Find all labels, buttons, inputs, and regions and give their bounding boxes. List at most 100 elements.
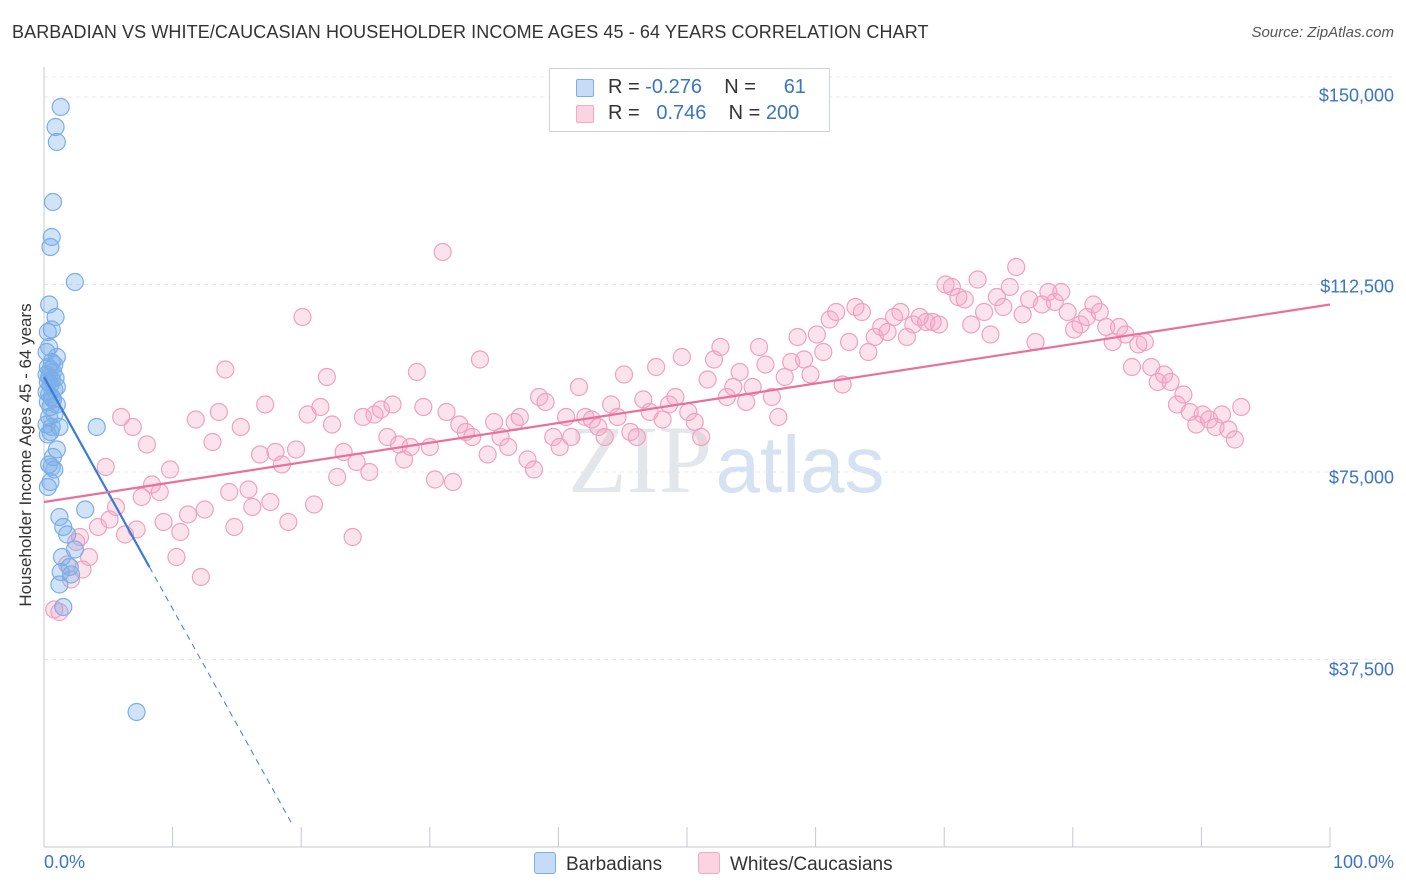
whites-caucasians-point [154,512,173,532]
n-label: N = [728,102,766,124]
legend-label-barbadians: Barbadians [566,854,663,875]
barbadians-point [65,272,84,292]
whites-caucasians-point [518,450,537,469]
whites-caucasians-trend-line [43,303,1331,504]
whites-caucasians-point [891,302,910,322]
whites-caucasians-point [195,500,214,519]
whites-caucasians-point [1232,397,1251,417]
whites-caucasians-point [1122,357,1142,377]
whites-caucasians-point [293,307,312,327]
watermark-zip: ZIP [568,406,712,513]
barbadians-point [58,525,77,544]
whites-caucasians-point [859,342,878,362]
whites-caucasians-point [1148,372,1167,392]
n-label: N = [724,76,762,98]
whites-caucasians-point [1174,385,1193,404]
whites-caucasians-point [569,377,589,397]
whites-caucasians-point [279,512,298,532]
whites-caucasians-point [328,467,347,487]
whites-caucasians-point [353,407,373,427]
whites-caucasians-point [524,460,544,479]
whites-caucasians-point [595,427,614,447]
whites-caucasians-point [614,365,634,384]
whites-caucasians-point [968,270,987,289]
whites-caucasians-point [807,325,826,344]
whites-caucasians-point [544,427,563,447]
y-tick-label-37500: $37,500 [1328,659,1394,680]
whites-caucasians-point [589,417,608,437]
n-value-blue: 61 [783,76,806,98]
barbadians-point [38,322,57,342]
whites-caucasians-point [929,315,949,334]
series-legend: Barbadians Whites/Caucasians [0,852,1406,878]
whites-caucasians-point [769,407,788,427]
whites-caucasians-point [414,397,433,417]
whites-caucasians-point [1007,257,1026,277]
barbadians-point [38,477,57,497]
barbadians-point [47,132,66,152]
legend-swatch-whites-caucasians [698,852,720,874]
whites-caucasians-point [627,427,646,447]
correlation-legend: R = -0.276 N = 61 R = 0.746 N = 200 [549,68,830,132]
y-axis-label: Householder Income Ages 45 - 64 years [16,303,35,607]
whites-caucasians-point [383,395,402,414]
whites-caucasians-point [839,332,859,352]
whites-caucasians-point [1225,430,1244,449]
barbadians-point [41,422,60,442]
whites-caucasians-point [250,445,270,464]
x-tick-label-100: 100.0% [1332,852,1394,872]
whites-caucasians-point [243,497,262,517]
whites-caucasians-point [1109,317,1129,337]
whites-caucasians-point [981,325,1000,344]
whites-caucasians-point [994,297,1013,317]
whites-caucasians-point [317,367,337,387]
whites-caucasians-point [123,417,142,437]
whites-caucasians-point [79,547,99,567]
barbadians-point [54,597,73,617]
whites-caucasians-point [743,377,762,397]
whites-caucasians-point [1097,317,1116,337]
whites-caucasians-point [322,415,342,434]
whites-caucasians-point [450,415,469,434]
whites-caucasians-point [1090,302,1109,322]
legend-item-barbadians: Barbadians [534,852,662,876]
whites-caucasians-point [801,365,820,384]
series-barbadians [37,97,146,722]
whites-caucasians-point [470,350,490,369]
whites-caucasians-point [820,310,839,329]
whites-caucasians-point [137,435,156,454]
whites-caucasians-point [878,322,897,342]
whites-caucasians-point [343,527,362,547]
whites-caucasians-point [433,242,452,262]
whites-caucasians-point [653,410,672,429]
whites-caucasians-point [256,395,275,414]
whites-caucasians-point [261,492,280,512]
barbadians-point [60,557,79,577]
whites-caucasians-point [987,287,1007,307]
whites-caucasians-point [225,517,244,537]
whites-caucasians-point [672,347,691,367]
barbadians-point [43,192,63,212]
whites-caucasians-point [216,360,235,379]
whites-caucasians-point [1039,282,1058,302]
barbadians-point [42,457,61,477]
legend-swatch-barbadians [534,852,556,874]
whites-caucasians-point [485,412,504,432]
barbadians-point [127,702,146,722]
whites-caucasians-point [1084,295,1103,314]
whites-caucasians-point [160,460,180,479]
barbadians-point [41,237,60,257]
whites-caucasians-point [203,432,222,452]
y-tick-label-112500: $112,500 [1320,276,1394,297]
trend-lines [43,303,1331,825]
chart-title: BARBADIAN VS WHITE/CAUCASIAN HOUSEHOLDER… [12,22,929,42]
whites-caucasians-point [304,495,324,514]
whites-caucasians-point [550,437,569,457]
whites-caucasians-point [775,367,794,387]
whites-caucasians-point [1212,405,1232,424]
whites-caucasians-point [962,315,981,334]
whites-caucasians-point [974,302,994,322]
grid-lines [44,76,1396,660]
whites-caucasians-point [756,355,775,374]
y-tick-label-150000: $150,000 [1318,85,1394,106]
